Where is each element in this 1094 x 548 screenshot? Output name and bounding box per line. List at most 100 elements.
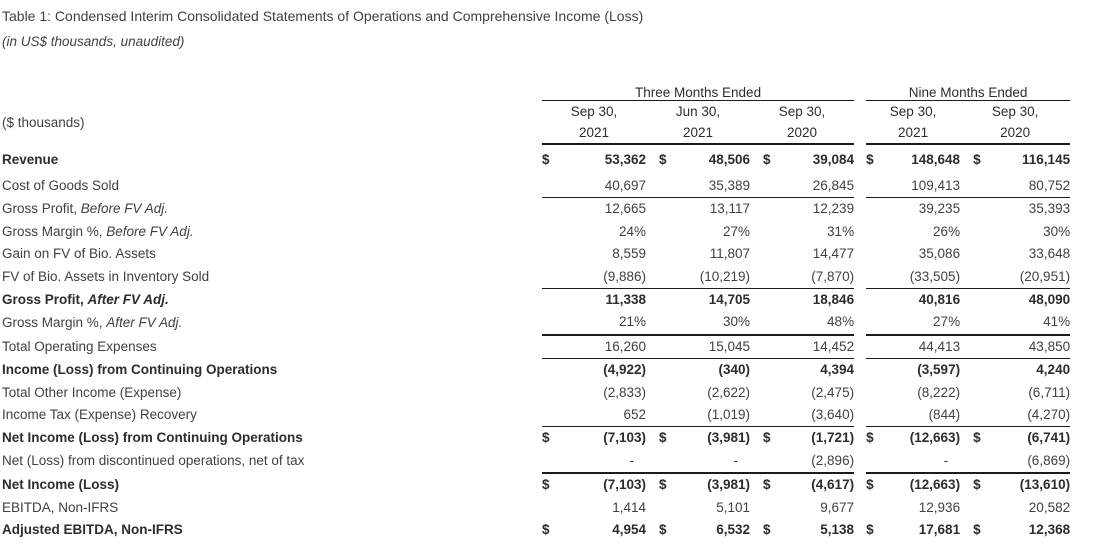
row-label: EBITDA, Non-IFRS xyxy=(2,499,119,515)
value-cell: (9,886) xyxy=(560,265,646,290)
dollar-sign-cell: $ xyxy=(866,477,874,493)
dollar-sign-cell xyxy=(866,497,884,519)
dollar-sign-cell xyxy=(750,265,780,290)
table-row: Income Tax (Expense) Recovery 652 (1,019… xyxy=(2,404,1071,428)
column-header-sep30-2021-ytd: Sep 30, 2021 xyxy=(866,100,961,145)
value-cell: (3,640) xyxy=(780,404,855,428)
dollar-sign-cell xyxy=(960,311,991,336)
value-cell: (6,741) xyxy=(1027,430,1071,446)
group-gap xyxy=(854,289,866,312)
value-cell: 30% xyxy=(676,311,750,336)
dollar-sign-cell xyxy=(750,334,780,360)
dollar-sign-cell xyxy=(750,243,780,265)
dollar-sign-cell xyxy=(542,404,560,428)
dollar-sign-cell xyxy=(542,265,560,290)
dollar-sign-cell xyxy=(542,311,560,336)
value-cell: 21% xyxy=(560,311,646,336)
column-header-jun30-2021-q: Jun 30, 2021 xyxy=(646,100,750,145)
value-cell: - xyxy=(560,449,646,475)
financial-statements-table: Three Months Ended Nine Months Ended ($ … xyxy=(2,85,1071,542)
table-row: Adjusted EBITDA, Non-IFRS $ 4,954 $ 6,53… xyxy=(2,519,1070,541)
dollar-sign-cell xyxy=(750,175,780,199)
dollar-sign-cell xyxy=(646,243,676,265)
value-cell: 9,677 xyxy=(820,499,855,515)
value-cell: 16,260 xyxy=(560,334,646,360)
value-cell: 11,338 xyxy=(605,292,646,308)
dollar-sign-cell xyxy=(960,175,991,199)
dollar-sign-cell xyxy=(646,221,676,243)
dollar-sign-cell xyxy=(866,449,885,475)
dollar-sign-cell xyxy=(646,311,676,336)
table-subtitle: (in US$ thousands, unaudited) xyxy=(2,34,185,49)
value-cell: 13,117 xyxy=(709,201,750,217)
value-cell: (4,617) xyxy=(811,477,855,493)
value-cell: 80,752 xyxy=(990,175,1071,199)
value-cell: 116,145 xyxy=(1022,152,1071,167)
row-label: Income Tax (Expense) Recovery xyxy=(2,407,197,423)
dollar-sign-cell: $ xyxy=(659,152,667,167)
value-cell: 40,816 xyxy=(918,292,961,308)
value-cell: 4,954 xyxy=(612,522,646,538)
dollar-sign-cell xyxy=(960,404,991,428)
table-row: Cost of Goods Sold 40,697 35,389 26,845 … xyxy=(2,175,1071,199)
value-cell: 31% xyxy=(827,223,855,239)
value-cell: 48,090 xyxy=(1028,292,1071,308)
dollar-sign-cell xyxy=(960,289,990,312)
dollar-sign-cell: $ xyxy=(659,430,667,446)
group-header-nine-months: Nine Months Ended xyxy=(866,85,1071,101)
table-row: Gross Margin %, After FV Adj. 21% 30% 48… xyxy=(2,311,1071,336)
dollar-sign-cell xyxy=(750,311,780,336)
value-cell: (12,663) xyxy=(909,477,961,493)
dollar-sign-cell: $ xyxy=(542,430,550,446)
dollar-sign-cell xyxy=(750,404,780,428)
dollar-sign-cell xyxy=(750,497,780,519)
dollar-sign-cell: $ xyxy=(973,477,981,493)
dollar-sign-cell xyxy=(646,449,676,475)
dollar-sign-cell xyxy=(542,175,560,199)
value-cell: (7,103) xyxy=(603,477,646,493)
value-cell: 35,393 xyxy=(1028,201,1071,217)
value-cell: 17,681 xyxy=(918,522,961,538)
row-label: Gain on FV of Bio. Assets xyxy=(2,246,156,262)
value-cell: 8,559 xyxy=(612,246,646,262)
value-cell: 27% xyxy=(722,223,750,239)
row-label: Adjusted EBITDA, Non-IFRS xyxy=(2,522,183,538)
group-gap xyxy=(854,382,866,404)
dollar-sign-cell xyxy=(750,359,780,382)
value-cell: (4,270) xyxy=(990,404,1071,428)
dollar-sign-cell xyxy=(646,359,676,382)
value-cell: 652 xyxy=(560,404,646,428)
value-cell: (1,721) xyxy=(811,430,855,446)
value-cell: (4,922) xyxy=(603,362,646,378)
dollar-sign-cell: $ xyxy=(973,430,981,446)
row-label: Net Income (Loss) from Continuing Operat… xyxy=(2,430,303,446)
row-label: Net (Loss) from discontinued operations,… xyxy=(2,453,305,469)
group-gap xyxy=(854,473,866,496)
value-cell: (6,869) xyxy=(990,449,1071,475)
corner-label: ($ thousands) xyxy=(2,114,85,130)
dollar-sign-cell xyxy=(542,359,560,382)
value-cell: 39,235 xyxy=(918,201,961,217)
dollar-sign-cell xyxy=(646,382,676,404)
value-cell: 14,705 xyxy=(708,292,750,308)
dollar-sign-cell xyxy=(542,289,560,312)
dollar-sign-cell xyxy=(866,265,885,290)
column-header-sep30-2020-ytd: Sep 30, 2020 xyxy=(960,100,1071,145)
column-header-sep30-2021-q: Sep 30, 2021 xyxy=(542,100,646,145)
dollar-sign-cell xyxy=(646,175,676,199)
dollar-sign-cell xyxy=(646,334,676,360)
dollar-sign-cell xyxy=(542,334,560,360)
row-label: Income (Loss) from Continuing Operations xyxy=(2,362,278,377)
table-row: Net Income (Loss) $ (7,103) $ (3,981) $ … xyxy=(2,473,1070,496)
value-cell: (3,981) xyxy=(707,430,750,446)
dollar-sign-cell xyxy=(646,404,676,428)
dollar-sign-cell xyxy=(960,198,990,221)
value-cell: 12,368 xyxy=(1028,522,1071,538)
value-cell: 33,648 xyxy=(1028,246,1071,262)
value-cell: 148,648 xyxy=(911,152,961,167)
group-header-three-months: Three Months Ended xyxy=(542,85,855,101)
value-cell: - xyxy=(676,449,750,475)
value-cell: 4,240 xyxy=(1036,362,1071,378)
row-label: Total Operating Expenses xyxy=(2,338,157,354)
value-cell: 14,452 xyxy=(780,334,855,360)
